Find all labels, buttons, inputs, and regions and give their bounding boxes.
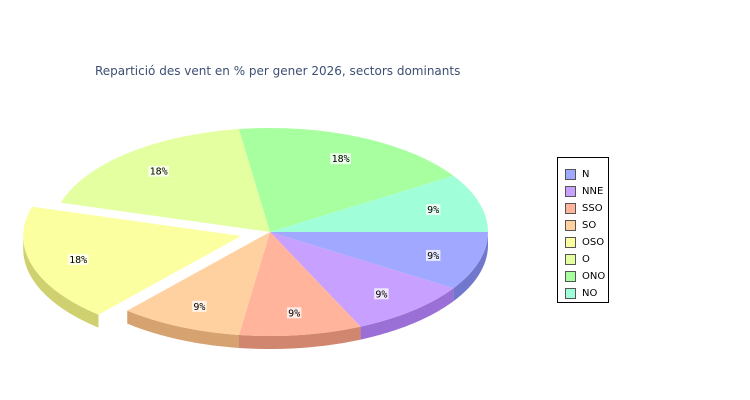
data-label-sso: 9%: [288, 308, 300, 319]
legend-label: O: [582, 254, 590, 265]
data-label-oso: 18%: [69, 255, 87, 266]
legend-item-n: N: [558, 166, 608, 183]
legend-label: ONO: [582, 271, 606, 282]
pie-slice-sso: [238, 232, 361, 336]
pie-slice-o: [60, 129, 270, 232]
legend-item-o: O: [558, 251, 608, 268]
data-label-nne: 9%: [375, 289, 387, 300]
data-label-bg: [67, 253, 89, 265]
pie-slice-so: [127, 232, 271, 335]
legend-item-oso: OSO: [558, 234, 608, 251]
legend-swatch: [565, 169, 576, 180]
legend-label: NNE: [582, 186, 604, 197]
legend-swatch: [565, 186, 576, 197]
data-label-bg: [148, 165, 169, 177]
pie-slice-no: [270, 175, 488, 232]
legend-swatch: [565, 271, 576, 282]
data-label-bg: [192, 300, 207, 312]
legend-item-nne: NNE: [558, 183, 608, 200]
pie-slice-oso: [23, 206, 242, 315]
data-label-bg: [287, 307, 302, 319]
legend-swatch: [565, 254, 576, 265]
legend-item-so: SO: [558, 217, 608, 234]
legend-item-sso: SSO: [558, 200, 608, 217]
pie-side-nne: [360, 288, 454, 340]
legend-label: N: [582, 169, 590, 180]
pie-side-oso: [23, 236, 99, 328]
pie-tops: [23, 128, 488, 336]
legend-swatch: [565, 220, 576, 231]
pie-side-sso: [238, 326, 361, 349]
chart-title: Repartició des vent en % per gener 2026,…: [95, 64, 461, 78]
data-label-bg: [330, 153, 351, 165]
legend-label: SO: [582, 220, 597, 231]
data-label-bg: [426, 204, 441, 216]
data-label-so: 9%: [193, 302, 205, 313]
legend-swatch: [565, 203, 576, 214]
data-label-ono: 18%: [332, 154, 350, 165]
pie-labels: 9% 9% 9% 9% 18% 18% 18% 9%: [67, 153, 441, 319]
data-label-n: 9%: [427, 251, 439, 262]
legend-item-no: NO: [558, 285, 608, 302]
legend-label: NO: [582, 288, 598, 299]
legend-item-ono: ONO: [558, 268, 608, 285]
data-label-bg: [426, 249, 441, 261]
pie-slice-ono: [238, 128, 454, 232]
pie-side-n: [453, 232, 488, 302]
legend-swatch: [565, 288, 576, 299]
legend: N NNE SSO SO OSO O ONO NO: [557, 157, 609, 303]
pie-sides: [23, 232, 488, 349]
legend-swatch: [565, 237, 576, 248]
pie-slice-n: [270, 232, 488, 289]
data-label-bg: [374, 288, 389, 300]
legend-label: SSO: [582, 203, 603, 214]
legend-label: OSO: [582, 237, 605, 248]
pie-side-so: [127, 310, 239, 348]
data-label-no: 9%: [427, 205, 439, 216]
data-label-o: 18%: [150, 167, 168, 178]
pie-slice-nne: [270, 232, 454, 327]
